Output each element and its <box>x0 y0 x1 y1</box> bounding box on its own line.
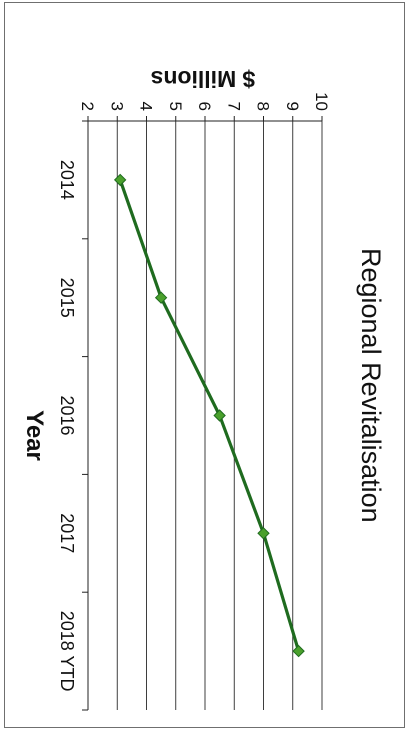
line-chart: 2 3 4 5 6 7 8 9 10 2014 2015 2016 2017 2018 YTD Region… <box>21 66 386 711</box>
x-tick-label: 2014 <box>57 160 77 200</box>
x-tick-label: 2017 <box>57 513 77 553</box>
y-tick-label: 2 <box>78 102 97 111</box>
data-point-2016 <box>213 409 226 422</box>
data-point-2014 <box>113 173 127 187</box>
x-axis-title: Year <box>21 410 48 461</box>
x-tick-label: 2016 <box>57 395 77 435</box>
y-axis-title: $ Millions <box>151 66 256 92</box>
x-tick-label: 2018 YTD <box>57 611 77 692</box>
chart-frame: 2 3 4 5 6 7 8 9 10 2014 2015 2016 2017 2018 YTD Region… <box>4 2 405 728</box>
data-point-2015 <box>154 291 168 304</box>
chart-rotated-group: 2 3 4 5 6 7 8 9 10 2014 2015 2016 2017 2018 YTD Region… <box>21 66 386 711</box>
chart-title: Regional Revitalisation <box>356 248 386 523</box>
y-tick-label: 4 <box>137 102 156 111</box>
y-tick-label: 7 <box>224 102 243 111</box>
data-point-2017 <box>257 527 270 540</box>
x-tick-label: 2015 <box>57 278 77 318</box>
y-tick-label: 10 <box>312 92 331 111</box>
y-tick-label: 9 <box>283 102 302 111</box>
y-tick-label: 3 <box>107 102 126 111</box>
y-tick-label: 6 <box>195 102 214 111</box>
y-tick-label: 5 <box>166 102 185 111</box>
y-tick-label: 8 <box>254 102 273 111</box>
data-point-2018 YTD <box>292 644 305 658</box>
